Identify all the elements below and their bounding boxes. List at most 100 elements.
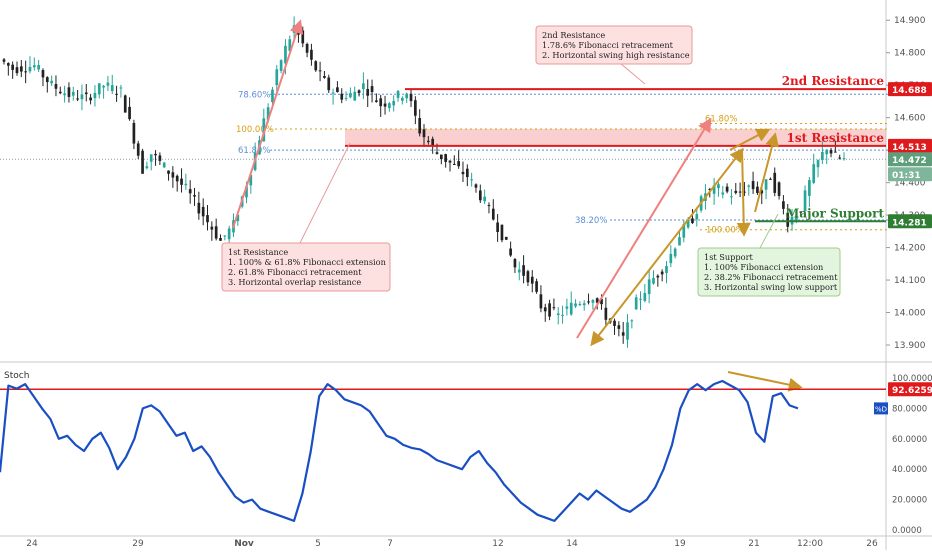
stoch-d-line bbox=[0, 379, 799, 522]
candle-body bbox=[167, 170, 170, 174]
candle-body bbox=[617, 325, 621, 329]
candle-body bbox=[452, 163, 456, 165]
candle-body bbox=[219, 237, 222, 241]
price-tick-label: 14.400 bbox=[894, 179, 926, 189]
candle-body bbox=[54, 84, 58, 89]
fib-label-618-left: 61.80% bbox=[238, 146, 270, 156]
candle-body bbox=[327, 77, 331, 91]
candle-body bbox=[175, 175, 179, 182]
tag-countdown: 01:31 bbox=[892, 171, 921, 181]
candle-body bbox=[41, 70, 45, 78]
candle-body bbox=[45, 77, 49, 83]
candle-body bbox=[548, 303, 551, 317]
candle-body bbox=[808, 180, 811, 196]
candle-body bbox=[132, 122, 136, 144]
candle-body bbox=[799, 211, 803, 213]
candle-body bbox=[193, 195, 196, 197]
time-tick-label: 19 bbox=[674, 539, 686, 549]
rally-arrow bbox=[754, 132, 779, 213]
candle-body bbox=[50, 80, 53, 84]
candle-body bbox=[123, 95, 127, 113]
candle-body bbox=[331, 92, 335, 94]
candle-body bbox=[756, 186, 759, 193]
candle-body bbox=[435, 152, 439, 154]
note-res-2-line: 1.78.6% Fibonacci retracement bbox=[542, 40, 674, 50]
fib-label-618-right: 61.80% bbox=[705, 115, 737, 125]
candle-body bbox=[552, 307, 556, 309]
note-res-1-box bbox=[221, 242, 391, 292]
price-tick-label: 14.000 bbox=[894, 309, 926, 319]
candle-body bbox=[738, 191, 742, 193]
candle-body bbox=[310, 49, 313, 60]
note-sup-1-line: 1st Support bbox=[704, 252, 754, 262]
candle-body bbox=[2, 59, 6, 62]
candle-body bbox=[305, 43, 309, 53]
candle-body bbox=[80, 94, 84, 100]
candle-body bbox=[769, 178, 772, 180]
candle-body bbox=[214, 226, 218, 239]
candle-body bbox=[97, 83, 101, 95]
tag-support-bg bbox=[888, 214, 932, 229]
stoch-tick-label: 60.0000 bbox=[892, 435, 927, 445]
tag-current-price: 14.472 bbox=[892, 156, 927, 166]
candle-body bbox=[496, 222, 499, 233]
candle-body bbox=[15, 67, 19, 74]
candle-body bbox=[465, 168, 469, 178]
candle-body bbox=[431, 138, 435, 146]
candle-body bbox=[509, 248, 512, 256]
note-res-2-line: 2. Horizontal swing high resistance bbox=[542, 50, 690, 60]
note-res-1-pointer bbox=[299, 142, 351, 244]
candle-body bbox=[102, 85, 105, 88]
candle-body bbox=[604, 307, 608, 320]
candle-body bbox=[543, 307, 547, 312]
candle-body bbox=[275, 69, 279, 86]
candle-body bbox=[522, 265, 525, 276]
candle-body bbox=[734, 190, 738, 193]
candle-body bbox=[336, 87, 339, 93]
candle-body bbox=[314, 61, 318, 71]
level-label: Major Support bbox=[786, 206, 884, 220]
candle-body bbox=[760, 190, 764, 194]
candle-body bbox=[842, 158, 846, 160]
candle-body bbox=[669, 253, 673, 264]
stoch-tick-label: 40.0000 bbox=[892, 465, 927, 475]
candle-body bbox=[539, 294, 543, 309]
level-label: 2nd Resistance bbox=[782, 74, 885, 88]
candle-body bbox=[375, 100, 378, 102]
note-res-1-line: 3. Horizontal overlap resistance bbox=[228, 277, 361, 287]
candle-body bbox=[816, 160, 820, 168]
candle-body bbox=[279, 60, 283, 71]
candle-body bbox=[656, 275, 660, 278]
candle-body bbox=[158, 155, 162, 161]
resistance-zone bbox=[345, 129, 886, 146]
candle-body bbox=[353, 91, 357, 101]
extension-arrow-top bbox=[729, 128, 771, 151]
candle-body bbox=[392, 100, 396, 106]
tag-stoch-level-bg bbox=[888, 382, 932, 397]
candle-body bbox=[63, 93, 66, 96]
time-tick-label: 29 bbox=[132, 539, 144, 549]
candle-body bbox=[764, 179, 768, 190]
candle-body bbox=[678, 237, 681, 246]
candle-body bbox=[379, 98, 383, 107]
tag-resistance-1-bg bbox=[888, 138, 932, 153]
candle-body bbox=[89, 97, 92, 101]
pullback-arrow bbox=[736, 149, 751, 237]
candle-body bbox=[149, 154, 153, 162]
candle-body bbox=[660, 271, 664, 275]
resistance-zones bbox=[345, 129, 886, 146]
candle-body bbox=[591, 300, 595, 303]
candle-body bbox=[84, 92, 88, 95]
candle-body bbox=[409, 93, 413, 102]
candle-body bbox=[184, 183, 188, 186]
candle-body bbox=[474, 184, 478, 188]
candle-body bbox=[426, 140, 430, 143]
candle-body bbox=[695, 214, 699, 220]
key-levels: 2nd Resistance 1st Resistance Major Suppor… bbox=[345, 74, 886, 223]
trend-arrows bbox=[232, 19, 803, 392]
candle-body bbox=[154, 153, 157, 156]
candle-body bbox=[422, 129, 426, 138]
stoch-tick-label: 20.0000 bbox=[892, 496, 927, 506]
